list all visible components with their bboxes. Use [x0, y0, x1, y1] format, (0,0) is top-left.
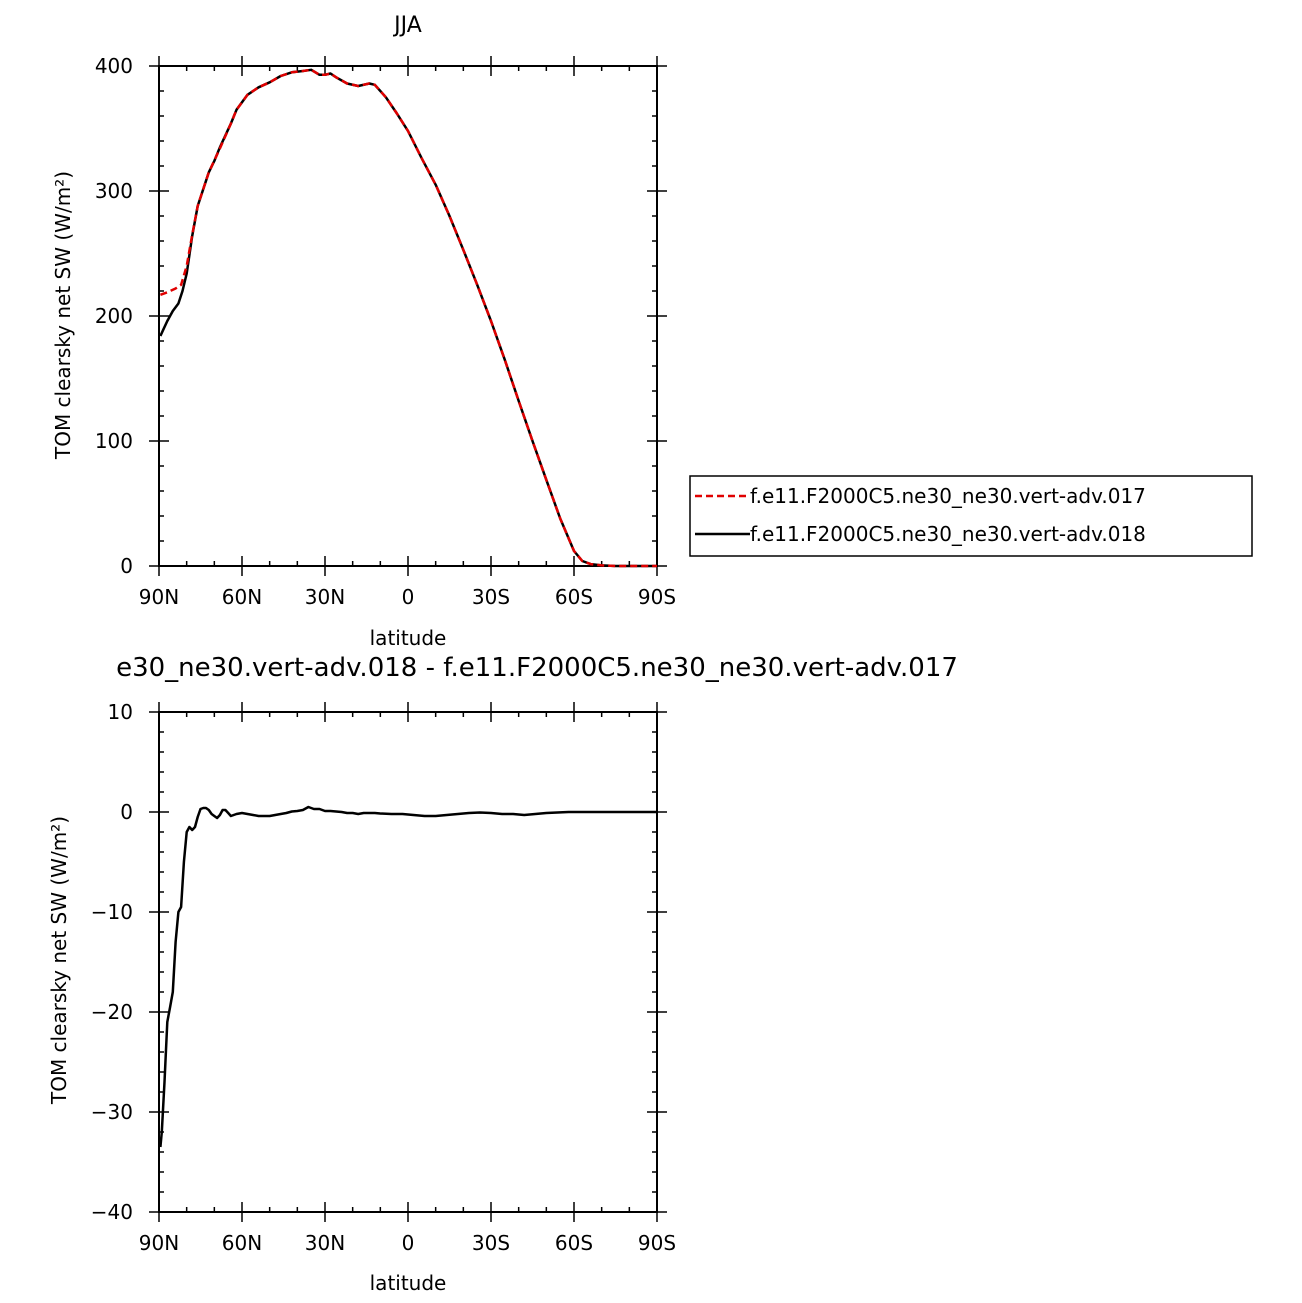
- bottom-plot-area: 90N 60N 30N 0 30S 60S 90S −40 −30 −20 −10 0 10: [91, 700, 676, 1255]
- top-y-tick-label: 0: [120, 554, 133, 578]
- top-x-axis-label: latitude: [370, 626, 447, 650]
- top-x-tick-label: 90N: [139, 585, 179, 609]
- top-y-axis-label: TOM clearsky net SW (W/m²): [51, 171, 75, 460]
- legend-label-018: f.e11.F2000C5.ne30_ne30.vert-adv.018: [750, 522, 1146, 546]
- legend: f.e11.F2000C5.ne30_ne30.vert-adv.017 f.e…: [689, 475, 1253, 557]
- bottom-y-tick-label: 0: [120, 800, 133, 824]
- top-x-tick-label: 30S: [472, 585, 510, 609]
- bottom-x-tick-label: 90S: [638, 1231, 676, 1255]
- bottom-panel: e30_ne30.vert-adv.018 - f.e11.F2000C5.ne…: [47, 653, 958, 1295]
- bottom-x-tick-label: 60S: [555, 1231, 593, 1255]
- top-series-line-0: [159, 68, 657, 568]
- bottom-x-tick-label: 30S: [472, 1231, 510, 1255]
- top-x-tick-label: 30N: [305, 585, 345, 609]
- bottom-y-tick-label: −20: [91, 1000, 133, 1024]
- top-y-tick-label: 200: [95, 304, 133, 328]
- bottom-series-line-0: [159, 805, 657, 1148]
- legend-label-017: f.e11.F2000C5.ne30_ne30.vert-adv.017: [750, 484, 1146, 508]
- top-chart-title: JJA: [392, 13, 422, 38]
- top-series-line-1: [159, 68, 657, 568]
- bottom-x-tick-label: 30N: [305, 1231, 345, 1255]
- top-y-tick-label: 100: [95, 429, 133, 453]
- bottom-y-axis-label: TOM clearsky net SW (W/m²): [47, 816, 71, 1105]
- top-plot-frame: [158, 65, 658, 567]
- legend-box: [689, 475, 1253, 557]
- top-x-tick-label: 90S: [638, 585, 676, 609]
- bottom-x-tick-label: 0: [402, 1231, 415, 1255]
- bottom-x-tick-label: 60N: [222, 1231, 262, 1255]
- top-y-tick-label: 400: [95, 54, 133, 78]
- top-x-tick-label: 60S: [555, 585, 593, 609]
- bottom-chart-title: e30_ne30.vert-adv.018 - f.e11.F2000C5.ne…: [116, 653, 958, 683]
- bottom-y-tick-label: −10: [91, 900, 133, 924]
- bottom-y-tick-label: 10: [108, 700, 133, 724]
- bottom-x-tick-label: 90N: [139, 1231, 179, 1255]
- bottom-x-axis-label: latitude: [370, 1271, 447, 1295]
- bottom-y-tick-label: −30: [91, 1100, 133, 1124]
- top-y-tick-label: 300: [95, 179, 133, 203]
- top-x-tick-label: 60N: [222, 585, 262, 609]
- bottom-plot-frame: [158, 711, 658, 1213]
- bottom-y-tick-label: −40: [91, 1200, 133, 1224]
- top-x-tick-label: 0: [402, 585, 415, 609]
- top-plot-area: 90N 60N 30N 0 30S 60S 90S 0 100 200 300 400: [95, 54, 676, 609]
- top-panel: JJA 90N 60N 30N 0 30S 60S 90S 0 100 200 300 400 lat…: [51, 13, 1253, 650]
